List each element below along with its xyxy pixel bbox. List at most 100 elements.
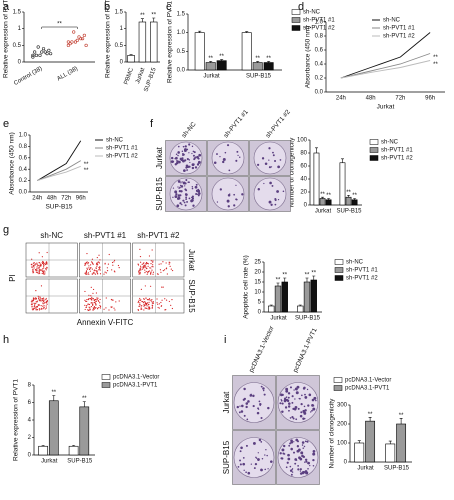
colony <box>256 411 260 415</box>
event <box>33 264 35 267</box>
colony <box>252 441 256 445</box>
legend-label: sh-NC <box>383 18 401 24</box>
event <box>40 285 43 287</box>
event <box>46 299 48 302</box>
event <box>96 297 98 299</box>
error-bar <box>298 304 302 306</box>
colony <box>239 459 242 462</box>
colony <box>181 203 183 206</box>
event <box>31 299 33 301</box>
y-tick-label: 0.6 <box>19 155 28 161</box>
event <box>99 302 101 304</box>
colony <box>236 150 239 153</box>
image-row-label: Jurkat <box>155 146 164 169</box>
y-tick-label: 4 <box>28 418 32 424</box>
event <box>140 269 142 271</box>
event <box>99 273 102 275</box>
event <box>38 308 41 310</box>
colony <box>180 185 184 188</box>
event <box>95 304 97 306</box>
colony <box>243 414 246 417</box>
event <box>111 261 114 264</box>
event <box>32 300 35 302</box>
colony <box>281 393 284 397</box>
colony <box>186 200 189 203</box>
event <box>160 263 162 265</box>
event <box>43 302 46 304</box>
x-tick-label: 72h <box>61 196 71 202</box>
event <box>144 300 146 303</box>
event <box>99 259 101 261</box>
colony <box>299 414 303 418</box>
event <box>38 270 40 272</box>
bar <box>303 281 311 313</box>
event <box>44 273 46 275</box>
bar <box>396 423 407 463</box>
bar <box>38 445 48 456</box>
colony <box>306 388 309 391</box>
event <box>42 303 44 305</box>
x-tick-label: SUP-B15 <box>295 316 321 322</box>
point <box>43 50 47 54</box>
event <box>95 267 97 269</box>
event <box>91 258 94 260</box>
event <box>98 261 100 263</box>
colony <box>255 457 258 459</box>
colony <box>177 194 181 197</box>
colony <box>311 409 313 412</box>
legend-label: sh-NC <box>303 10 321 16</box>
event <box>36 266 38 268</box>
event <box>146 299 149 301</box>
event <box>45 262 47 264</box>
event <box>148 306 151 308</box>
event <box>151 299 153 301</box>
colony <box>261 157 265 160</box>
sig-label: ** <box>266 56 271 62</box>
colony <box>305 471 308 475</box>
y-tick-label: 0.5 <box>177 49 186 55</box>
event <box>95 300 97 303</box>
y-tick-label: 1.5 <box>177 12 186 18</box>
point <box>66 40 70 44</box>
colony <box>298 456 301 460</box>
colony <box>185 189 188 192</box>
error-bar <box>140 18 144 22</box>
colony <box>294 462 297 465</box>
quadrant-lines <box>132 243 184 277</box>
legend-swatch <box>369 139 379 145</box>
event <box>33 306 35 308</box>
colony <box>295 418 298 421</box>
event <box>139 272 141 274</box>
event <box>164 309 166 311</box>
event <box>40 305 42 307</box>
event <box>105 297 107 299</box>
colony <box>290 439 293 442</box>
event <box>95 270 97 272</box>
colony <box>301 441 305 444</box>
event <box>152 264 154 266</box>
event <box>99 307 102 309</box>
error-bar <box>399 418 403 424</box>
image-y-label: PI <box>8 274 17 282</box>
colony <box>250 463 252 465</box>
bar <box>205 62 216 71</box>
colony <box>179 186 181 189</box>
colony <box>186 169 188 172</box>
event <box>46 251 48 254</box>
bar <box>297 305 304 313</box>
event <box>43 270 45 272</box>
event <box>31 308 33 310</box>
quadrant-lines <box>79 279 131 313</box>
event <box>148 301 150 303</box>
event <box>150 260 152 262</box>
colony <box>303 386 306 390</box>
event <box>160 305 162 307</box>
legend-label: sh-NC <box>381 140 399 146</box>
colony <box>300 403 303 406</box>
colony <box>184 159 187 162</box>
colony <box>304 440 307 443</box>
y-tick-label: 1.0 <box>19 133 28 139</box>
event <box>149 299 151 301</box>
colony <box>268 147 271 150</box>
colony <box>242 456 245 459</box>
